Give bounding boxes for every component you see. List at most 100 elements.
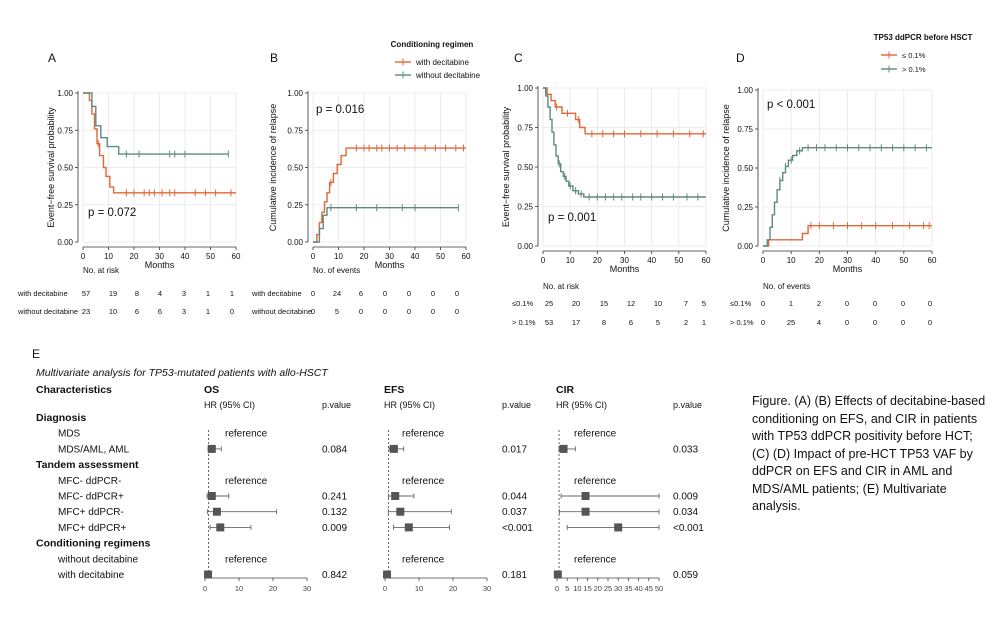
panel-d-label: D <box>736 51 745 65</box>
panel-b-series-line-1 <box>313 207 459 243</box>
panel-c-y-tick-label: 0.00 <box>517 242 533 251</box>
panel-a-y-tick-label: 0.75 <box>57 126 73 135</box>
forest-os-reference-label: reference <box>225 429 268 440</box>
forest-row-label: MFC+ ddPCR- <box>58 507 124 518</box>
panel-c-risk-value: 17 <box>572 318 580 327</box>
panel-c-risk-value: 2 <box>684 318 688 327</box>
panel-d-x-tick-label: 0 <box>761 256 766 265</box>
panel-d-risk-row-label: > 0.1% <box>730 318 754 327</box>
forest-row-label: MFC+ ddPCR+ <box>58 523 127 534</box>
forest-efs-hr-marker <box>383 570 392 579</box>
panel-d-y-tick-label: 1.00 <box>737 86 753 95</box>
panel-d-y-axis-title: Cumulative incidence of relapse <box>721 104 731 232</box>
panel-b-risk-value: 0 <box>407 289 411 298</box>
panel-a-risk-value: 6 <box>135 307 139 316</box>
panel-a-risk-value: 3 <box>182 307 186 316</box>
panel-a-risk-row-label: with decitabine <box>17 289 68 298</box>
panel-b-risk-value: 6 <box>359 289 363 298</box>
forest-efs-x-tick-label: 30 <box>483 584 491 593</box>
forest-efs-p-value: 0.037 <box>502 507 527 518</box>
forest-cir-p-header: p.value <box>673 400 702 410</box>
forest-row-label: without decitabine <box>57 554 138 565</box>
forest-cir-hr-marker <box>559 444 568 453</box>
panel-d-x-tick-label: 10 <box>787 256 796 265</box>
panel-c-risk-value: 12 <box>627 299 635 308</box>
panel-d-risk-value: 1 <box>789 299 793 308</box>
forest-efs-reference-label: reference <box>402 476 445 487</box>
panel-a-y-tick-label: 1.00 <box>57 89 73 98</box>
panel-a-risk-table-title: No. at risk <box>83 266 120 275</box>
forest-cir-x-tick-label: 25 <box>604 584 612 593</box>
panel-c-y-tick-label: 0.50 <box>517 163 533 172</box>
forest-group-header: Tandem assessment <box>36 459 139 471</box>
panel-c-x-tick-label: 50 <box>674 256 683 265</box>
panel-a-y-axis-title: Event−free survival probability <box>46 107 56 228</box>
panel-d-series-line-1 <box>763 147 932 247</box>
panel-b-risk-value: 0 <box>455 307 459 316</box>
panel-a-pvalue: p = 0.072 <box>88 207 136 219</box>
panel-a-risk-value: 57 <box>82 289 90 298</box>
forest-row-label: MDS/AML, AML <box>58 444 130 455</box>
forest-cir-reference-label: reference <box>574 429 617 440</box>
panel-a-x-tick-label: 40 <box>181 252 190 261</box>
panel-a-y-tick-label: 0.50 <box>57 164 73 173</box>
panel-b-x-tick-label: 50 <box>436 252 445 261</box>
panel-d-risk-value: 0 <box>761 299 765 308</box>
panel-e-characteristics-header: Characteristics <box>36 384 112 396</box>
forest-efs-title: EFS <box>384 384 404 396</box>
forest-cir-x-tick-label: 20 <box>594 584 602 593</box>
panel-c-risk-value: 20 <box>572 299 580 308</box>
forest-efs-p-value: 0.044 <box>502 492 527 503</box>
forest-efs-hr-marker <box>404 523 413 532</box>
panel-d-x-tick-label: 40 <box>871 256 880 265</box>
panel-a-risk-value: 3 <box>182 289 186 298</box>
panel-d-risk-value: 0 <box>928 299 932 308</box>
panel-c-x-tick-label: 60 <box>702 256 711 265</box>
panel-b-pvalue: p = 0.016 <box>316 104 364 116</box>
forest-cir-reference-label: reference <box>574 554 617 565</box>
forest-efs-p-value: 0.181 <box>502 570 527 581</box>
panel-c-y-tick-label: 0.25 <box>517 203 533 212</box>
panel-a-series-line-1 <box>83 92 229 155</box>
panel-d-risk-value: 0 <box>901 299 905 308</box>
forest-cir-x-tick-label: 30 <box>614 584 622 593</box>
panel-d-risk-value: 0 <box>873 299 877 308</box>
forest-efs-p-header: p.value <box>502 400 531 410</box>
panel-d-x-tick-label: 50 <box>899 256 908 265</box>
panel-a-risk-value: 23 <box>82 307 90 316</box>
panel-b-risk-value: 0 <box>359 307 363 316</box>
forest-cir-p-value: 0.033 <box>673 444 698 455</box>
panel-c-label: C <box>514 51 523 65</box>
forest-cir-x-tick-label: 40 <box>634 584 642 593</box>
forest-efs-x-tick-label: 10 <box>415 584 423 593</box>
forest-os-reference-label: reference <box>225 476 268 487</box>
legend-conditioning-item: with decitabine <box>415 58 469 67</box>
panel-d-series-line-0 <box>763 225 932 247</box>
panel-c-risk-value: 7 <box>684 299 688 308</box>
legend-tp53-title: TP53 ddPCR before HSCT <box>874 33 973 42</box>
panel-a-risk-value: 19 <box>109 289 117 298</box>
forest-efs-reference-label: reference <box>402 554 445 565</box>
forest-cir-p-value: 0.009 <box>673 492 698 503</box>
panel-c-risk-value: 15 <box>600 299 608 308</box>
forest-efs-hr-header: HR (95% CI) <box>384 400 435 410</box>
forest-row-label: with decitabine <box>57 570 125 581</box>
legend-conditioning-item: without decitabine <box>415 71 481 80</box>
forest-os-x-tick-label: 0 <box>203 584 207 593</box>
forest-cir-x-tick-label: 45 <box>645 584 653 593</box>
forest-cir-hr-marker <box>581 492 590 500</box>
forest-cir-x-tick-label: 15 <box>583 584 591 593</box>
forest-cir-hr-header: HR (95% CI) <box>556 400 607 410</box>
forest-efs-p-value: 0.017 <box>502 444 527 455</box>
figure-caption: Figure. (A) (B) Effects of decitabine-ba… <box>752 394 986 513</box>
panel-c-risk-value: 5 <box>656 318 660 327</box>
forest-row-label: MDS <box>58 429 81 440</box>
forest-os-x-tick-label: 20 <box>269 584 277 593</box>
panel-e-label: E <box>32 347 40 361</box>
panel-a-risk-value: 0 <box>230 307 234 316</box>
panel-c-y-axis-title: Event−free survival probability <box>501 106 511 227</box>
forest-cir-p-value: <0.001 <box>673 523 704 534</box>
panel-b-x-tick-label: 40 <box>411 252 420 261</box>
panel-b-risk-value: 0 <box>407 307 411 316</box>
